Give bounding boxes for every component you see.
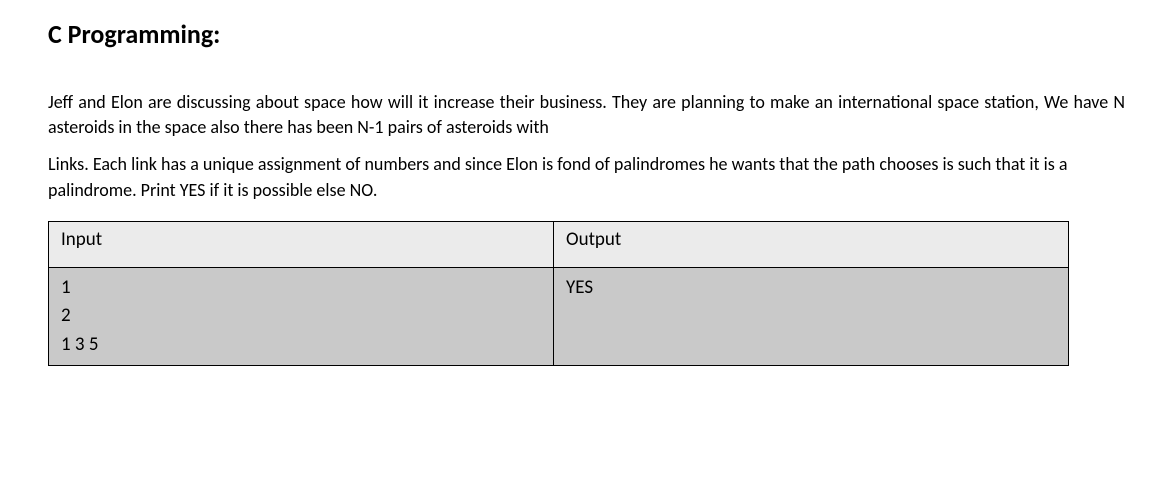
input-cell: 121 3 5 xyxy=(49,267,554,366)
header-input: Input xyxy=(49,221,554,267)
table-row: 121 3 5 YES xyxy=(49,267,1069,366)
table-header-row: Input Output xyxy=(49,221,1069,267)
problem-paragraph-2: Links. Each link has a unique assignment… xyxy=(48,152,1125,202)
output-cell: YES xyxy=(554,267,1069,366)
problem-paragraph-1: Jeff and Elon are discussing about space… xyxy=(48,90,1125,140)
io-table: Input Output 121 3 5 YES xyxy=(48,221,1069,367)
page-title: C Programming: xyxy=(48,18,1125,50)
header-output: Output xyxy=(554,221,1069,267)
